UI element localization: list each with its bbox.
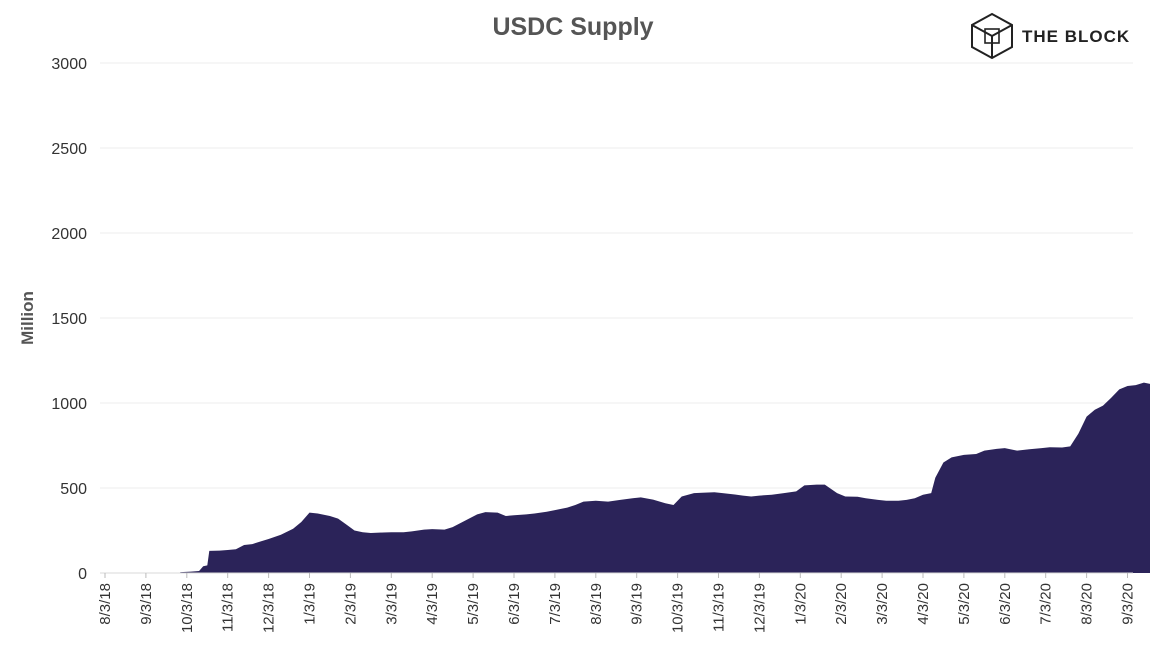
x-tick-label: 2/3/19 bbox=[342, 583, 359, 625]
brand-logo: THE BLOCK bbox=[971, 12, 1130, 60]
x-tick-label: 7/3/20 bbox=[1038, 583, 1055, 625]
x-tick-label: 8/3/18 bbox=[97, 583, 114, 625]
grid-lines bbox=[100, 62, 1133, 489]
y-tick-label: 0 bbox=[78, 566, 87, 583]
x-tick-label: 10/3/19 bbox=[670, 583, 687, 633]
y-tick-label: 2000 bbox=[51, 226, 87, 243]
x-axis-ticks: 8/3/18 9/3/18 10/3/18 11/3/18 12/3/18 1/3/19 2… bbox=[97, 573, 1137, 633]
x-tick-label: 2/3/20 bbox=[833, 583, 850, 625]
x-tick-label: 6/3/19 bbox=[506, 583, 523, 625]
y-axis-ticks: 0 500 1000 1500 2000 2500 3000 bbox=[51, 56, 87, 583]
x-tick-label: 3/3/19 bbox=[383, 583, 400, 625]
y-tick-label: 1000 bbox=[51, 396, 87, 413]
x-tick-label: 11/3/18 bbox=[220, 583, 237, 632]
x-tick-label: 4/3/20 bbox=[915, 583, 932, 625]
x-tick-label: 1/3/20 bbox=[792, 583, 809, 625]
x-tick-label: 11/3/19 bbox=[711, 583, 728, 632]
y-tick-label: 3000 bbox=[51, 56, 87, 73]
y-tick-label: 2500 bbox=[51, 141, 87, 158]
x-tick-label: 7/3/19 bbox=[547, 583, 564, 625]
brand-name: THE BLOCK bbox=[1022, 27, 1130, 46]
x-tick-label: 5/3/20 bbox=[956, 583, 973, 625]
y-tick-label: 500 bbox=[60, 481, 87, 498]
x-tick-label: 6/3/20 bbox=[997, 583, 1014, 625]
x-tick-label: 9/3/18 bbox=[138, 583, 155, 625]
cube-logo-icon bbox=[971, 12, 1013, 60]
x-tick-label: 12/3/19 bbox=[751, 583, 768, 633]
x-tick-label: 12/3/18 bbox=[261, 583, 278, 633]
x-tick-label: 3/3/20 bbox=[874, 583, 891, 625]
x-tick-label: 4/3/19 bbox=[424, 583, 441, 625]
x-tick-label: 8/3/20 bbox=[1079, 583, 1096, 625]
x-tick-label: 9/3/20 bbox=[1120, 583, 1137, 625]
plot-area bbox=[100, 382, 1150, 574]
x-tick-label: 9/3/19 bbox=[629, 583, 646, 625]
y-axis-label: Million bbox=[18, 291, 37, 345]
x-tick-label: 5/3/19 bbox=[465, 583, 482, 625]
y-tick-label: 1500 bbox=[51, 311, 87, 328]
x-tick-label: 10/3/18 bbox=[179, 583, 196, 633]
x-tick-label: 1/3/19 bbox=[302, 583, 319, 625]
chart-title: USDC Supply bbox=[492, 13, 653, 41]
x-tick-label: 8/3/19 bbox=[588, 583, 605, 625]
supply-area-series bbox=[105, 382, 1150, 573]
